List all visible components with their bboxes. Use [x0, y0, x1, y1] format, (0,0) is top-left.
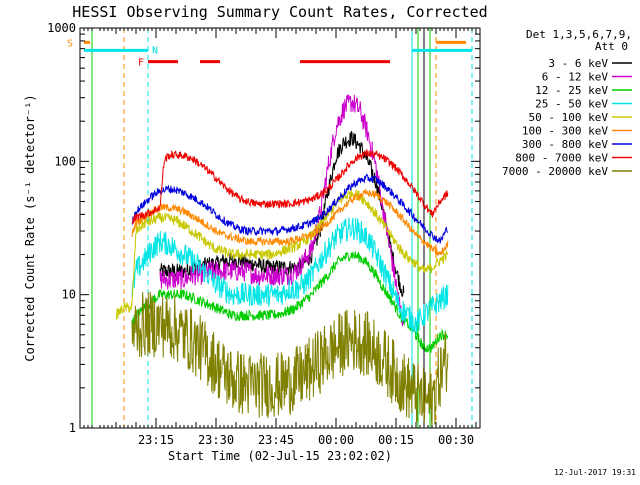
legend-header-2: Att 0	[595, 40, 628, 53]
legend-label-6-12-kev: 6 - 12 keV	[542, 71, 609, 84]
x-tick-label-4: 00:15	[378, 433, 414, 447]
x-tick-label-1: 23:30	[198, 433, 234, 447]
legend-label-12-25-kev: 12 - 25 keV	[535, 84, 608, 97]
legend-label-25-50-kev: 25 - 50 keV	[535, 98, 608, 111]
series-line-50-100-kev	[115, 188, 449, 320]
y-tick-label-1: 10	[62, 288, 76, 302]
marker-label-N: N	[152, 45, 158, 56]
legend-label-300-800-kev: 300 - 800 keV	[522, 138, 608, 151]
y-tick-label-3: 1000	[47, 21, 76, 35]
legend-label-100-300-kev: 100 - 300 keV	[522, 125, 608, 138]
series-line-800-7000-kev	[131, 148, 449, 225]
footer-date: 12-Jul-2017 19:31	[554, 468, 636, 477]
x-tick-label-2: 23:45	[258, 433, 294, 447]
chart-title: HESSI Observing Summary Count Rates, Cor…	[72, 3, 487, 21]
legend-label-50-100-kev: 50 - 100 keV	[529, 111, 609, 124]
marker-label-F: F	[138, 58, 144, 69]
legend-label-3-6-kev: 3 - 6 keV	[548, 57, 608, 70]
y-axis-label: Corrected Count Rate (s⁻¹ detector⁻¹)	[23, 94, 37, 361]
legend-label-800-7000-kev: 800 - 7000 keV	[515, 152, 608, 165]
legend-header-1: Det 1,3,5,6,7,9,	[526, 28, 632, 41]
x-axis-label: Start Time (02-Jul-15 23:02:02)	[168, 449, 392, 463]
x-tick-label-0: 23:15	[138, 433, 174, 447]
series-line-100-300-kev	[131, 187, 449, 256]
x-tick-label-5: 00:30	[438, 433, 474, 447]
series-line-300-800-kev	[131, 173, 449, 244]
legend-label-7000-20000-kev: 7000 - 20000 keV	[502, 165, 608, 178]
series-line-25-50-kev	[131, 217, 449, 336]
y-tick-label-2: 100	[54, 154, 76, 168]
x-tick-label-3: 00:00	[318, 433, 354, 447]
series-line-12-25-kev	[131, 251, 449, 353]
series-line-7000-20000-kev	[131, 291, 449, 428]
y-tick-label-0: 1	[69, 421, 76, 435]
marker-label-S: S	[67, 38, 73, 49]
